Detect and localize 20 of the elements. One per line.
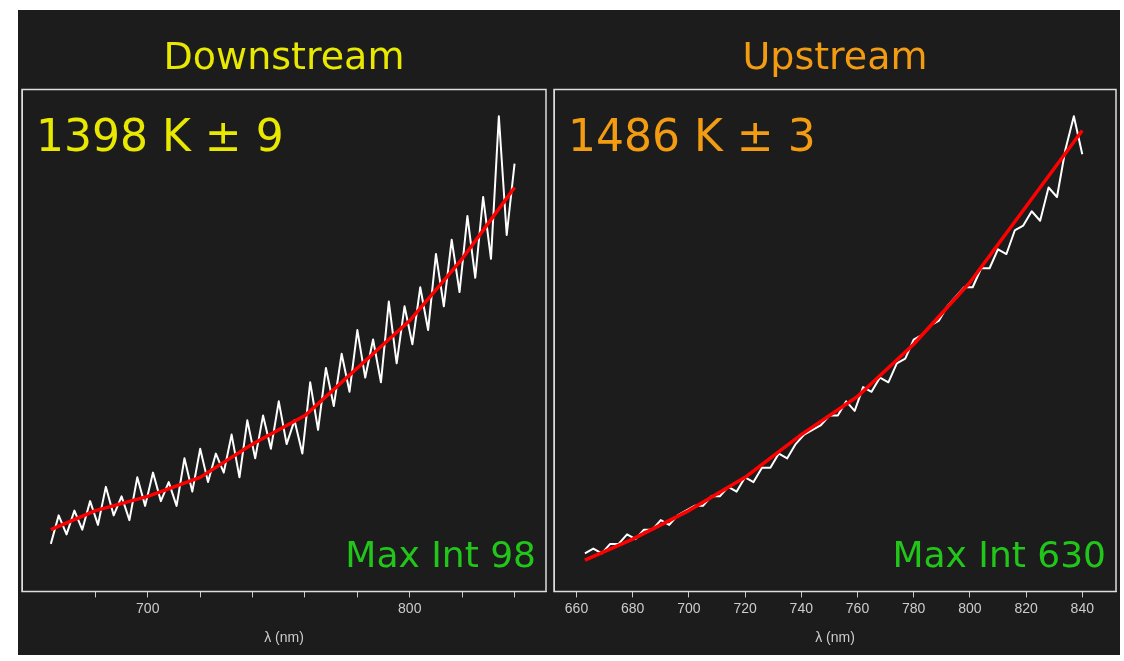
x-axis-title: λ (nm) — [264, 629, 304, 646]
annotation: Max Int 98 — [345, 533, 536, 575]
annotation: 1486 K ± 3 — [568, 110, 816, 162]
x-tick-label: 820 — [1014, 599, 1038, 616]
x-tick-label: 700 — [136, 599, 160, 616]
x-tick-label: 740 — [789, 599, 814, 616]
annotation: Max Int 630 — [892, 533, 1106, 575]
x-tick-label: 800 — [398, 599, 422, 616]
x-tick-label: 780 — [902, 599, 926, 616]
x-tick-label: 660 — [564, 599, 589, 616]
x-tick-label: 720 — [733, 599, 757, 616]
x-tick-label: 840 — [1070, 599, 1095, 616]
x-tick-label: 800 — [958, 599, 982, 616]
x-tick-label: 760 — [845, 599, 870, 616]
x-tick-label: 700 — [677, 599, 701, 616]
annotation: 1398 K ± 9 — [36, 110, 284, 162]
x-axis-title: λ (nm) — [815, 629, 855, 646]
x-tick-label: 680 — [621, 599, 645, 616]
chart-title: Upstream — [742, 33, 928, 78]
chart-title: Downstream — [163, 33, 405, 78]
